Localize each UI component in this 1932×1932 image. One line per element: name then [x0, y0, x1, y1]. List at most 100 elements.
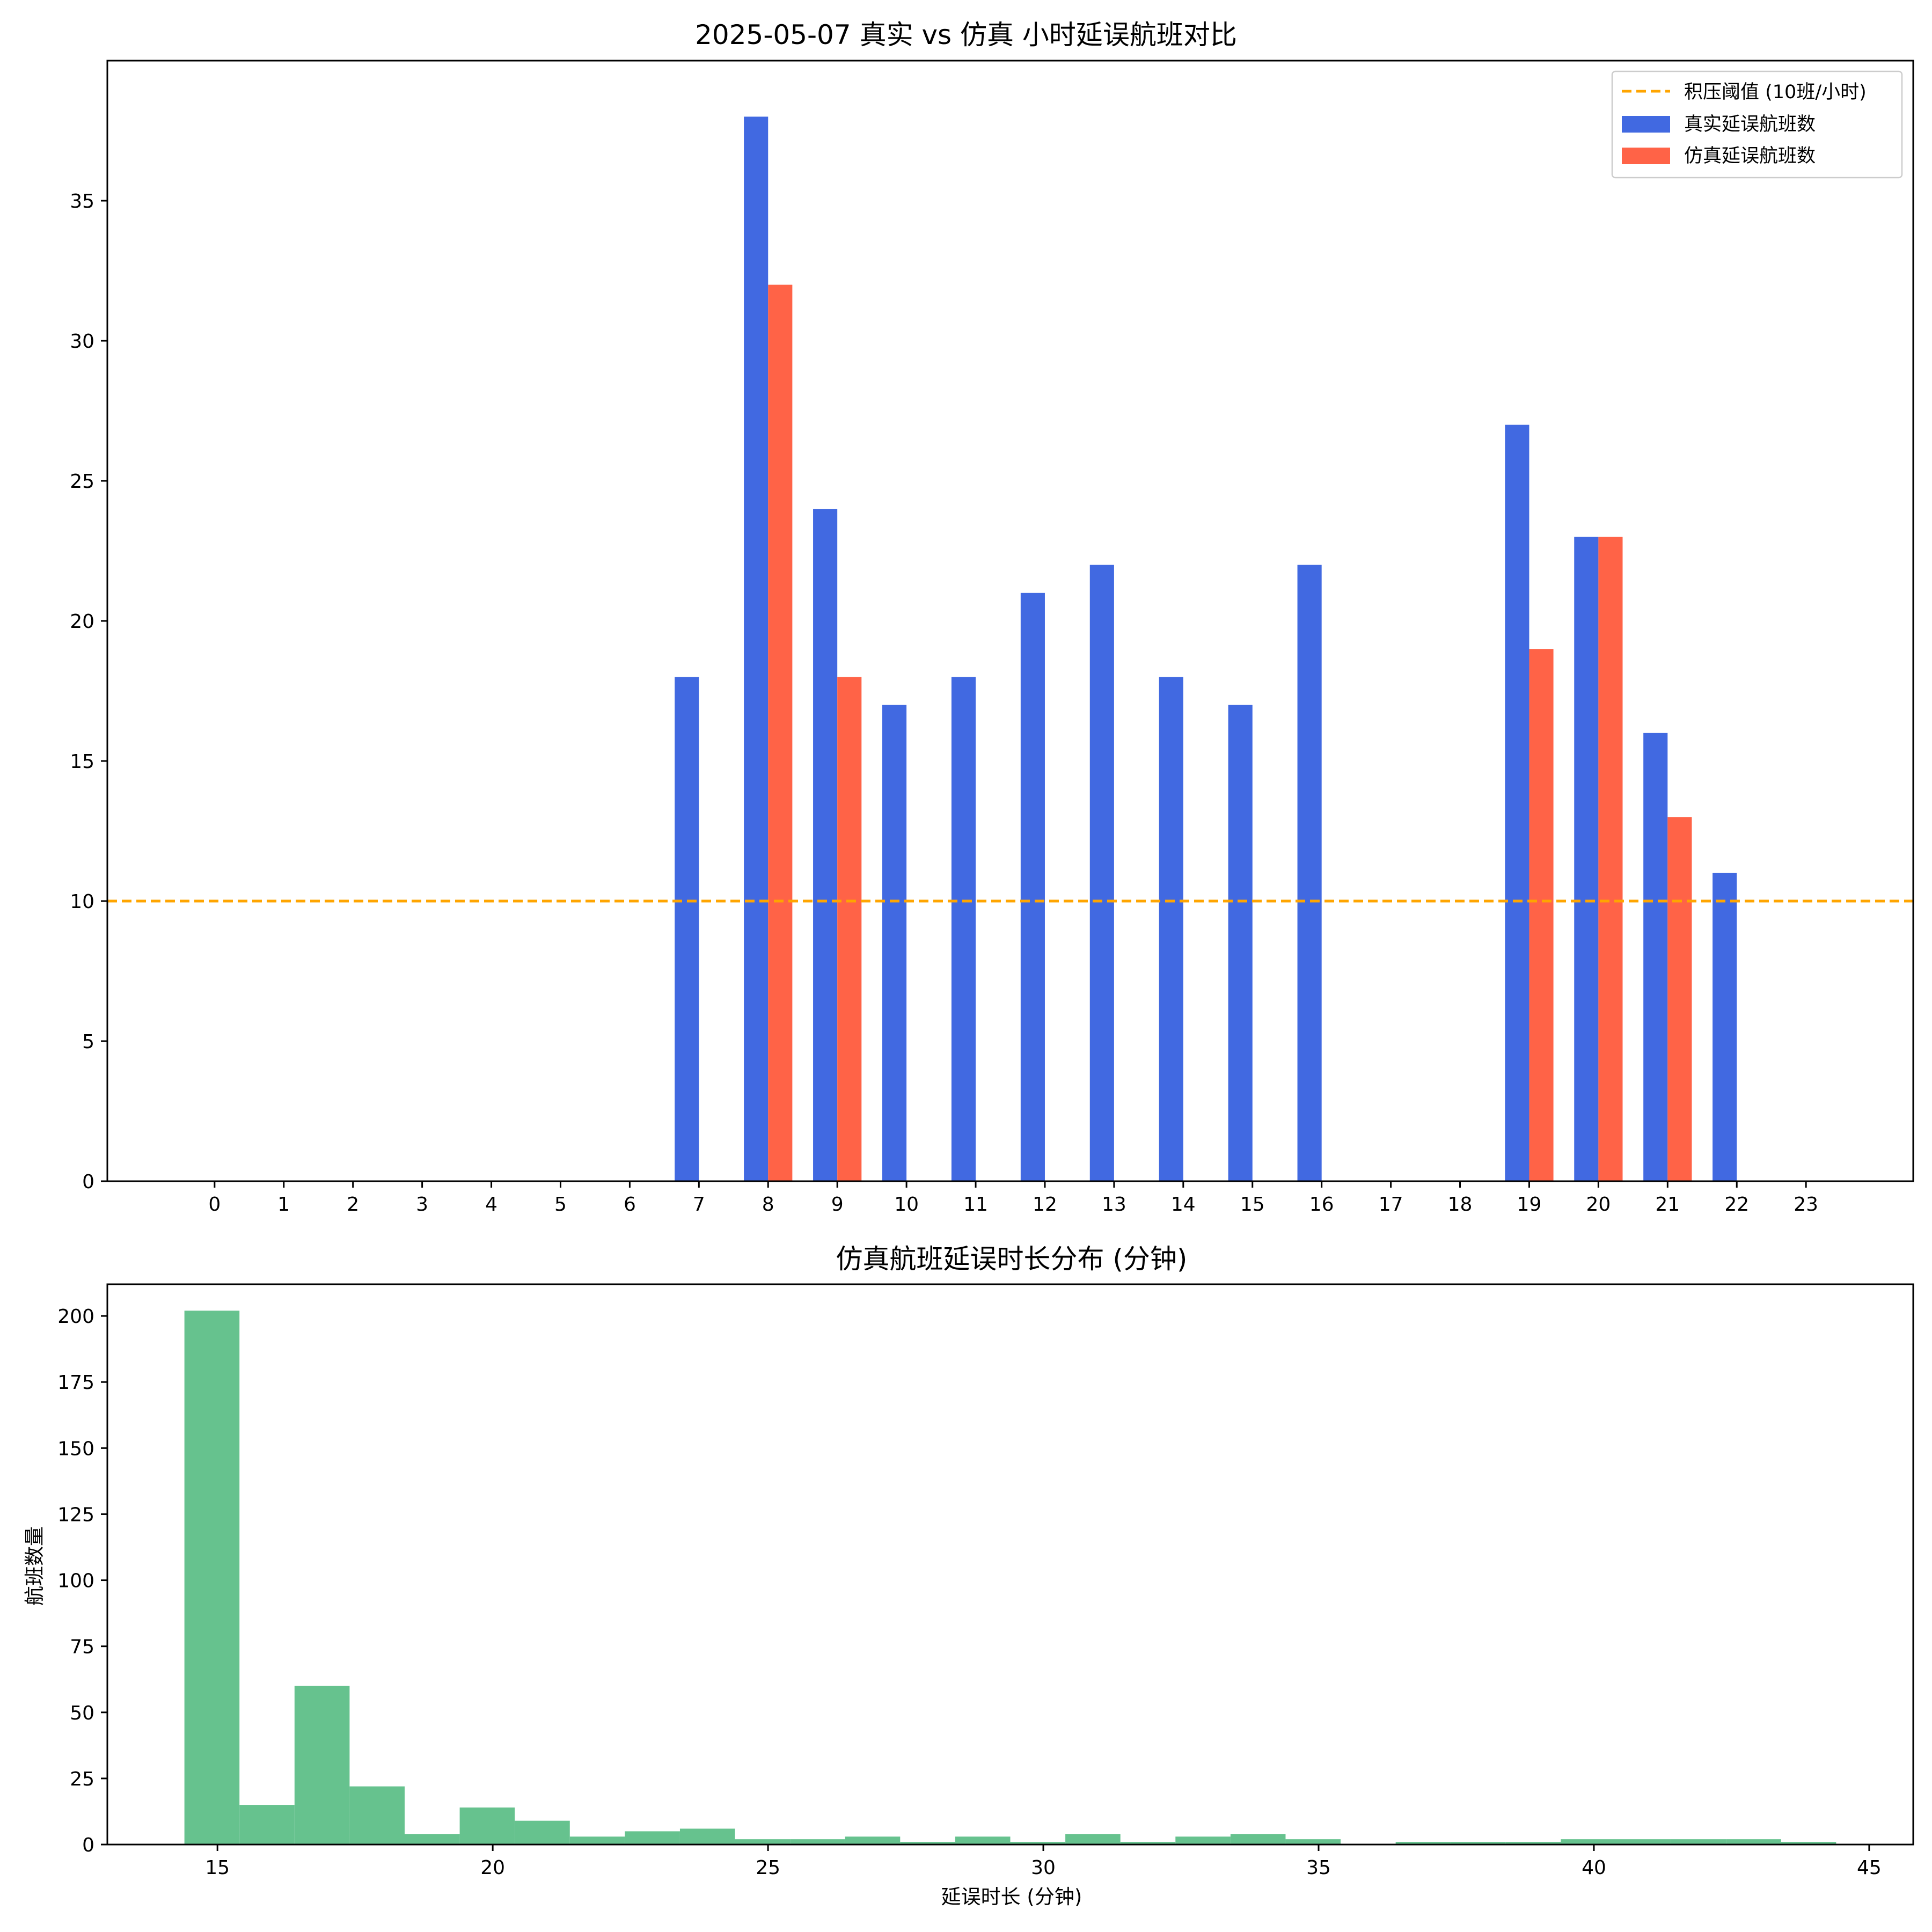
- legend-real-label: 真实延误航班数: [1684, 114, 1816, 135]
- hourly-chart-title: 2025-05-07 真实 vs 仿真 小时延误航班对比: [695, 19, 1237, 50]
- hist-y-tick-label-200: 200: [57, 1306, 94, 1328]
- x-tick-label-8: 8: [762, 1194, 774, 1216]
- x-tick-label-1: 1: [277, 1194, 290, 1216]
- histogram-bin-11: [790, 1839, 845, 1845]
- histogram-bin-6: [515, 1820, 570, 1845]
- x-tick-label-19: 19: [1517, 1194, 1542, 1216]
- real-bar-hour-14: [1159, 677, 1183, 1181]
- real-bar-hour-21: [1643, 733, 1668, 1181]
- x-tick-label-12: 12: [1033, 1194, 1057, 1216]
- histogram-y-axis-label: 航班数量: [23, 1526, 46, 1606]
- hist-x-tick-label-20: 20: [480, 1857, 505, 1879]
- x-tick-label-10: 10: [894, 1194, 919, 1216]
- real-bar-hour-7: [675, 677, 699, 1181]
- histogram-bin-10: [735, 1839, 791, 1845]
- histogram-bin-27: [1671, 1839, 1726, 1845]
- histogram-bin-3: [349, 1786, 405, 1845]
- y-tick-label-5: 5: [82, 1031, 94, 1053]
- x-tick-label-0: 0: [208, 1194, 221, 1216]
- histogram-bin-12: [845, 1836, 901, 1845]
- histogram-bin-15: [1010, 1842, 1066, 1845]
- legend-threshold-label: 积压阈值 (10班/小时): [1684, 82, 1867, 103]
- legend[interactable]: 积压阈值 (10班/小时) 真实延误航班数 仿真延误航班数: [1611, 70, 1903, 179]
- x-tick-label-4: 4: [485, 1194, 497, 1216]
- histogram-bin-17: [1120, 1842, 1176, 1845]
- x-tick-label-3: 3: [416, 1194, 428, 1216]
- x-tick-label-13: 13: [1102, 1194, 1126, 1216]
- hourly-y-axis: 0 5 10 15 20 25 30 35: [70, 191, 107, 1193]
- histogram-bin-23: [1451, 1842, 1506, 1845]
- hist-x-tick-label-45: 45: [1857, 1857, 1882, 1879]
- histogram-bin-13: [900, 1842, 955, 1845]
- hist-x-tick-label-25: 25: [756, 1857, 780, 1879]
- x-tick-label-11: 11: [963, 1194, 988, 1216]
- hourly-plot-frame: [106, 60, 1914, 1182]
- legend-real-swatch: [1622, 116, 1670, 133]
- y-tick-label-30: 30: [70, 331, 94, 353]
- legend-sim-label: 仿真延误航班数: [1684, 145, 1816, 167]
- histogram-bin-9: [679, 1828, 735, 1845]
- sim-bar-hour-8: [768, 284, 793, 1181]
- x-tick-label-7: 7: [693, 1194, 705, 1216]
- histogram-bin-29: [1781, 1842, 1836, 1845]
- histogram-bin-28: [1726, 1839, 1781, 1845]
- histogram-plot-frame: [106, 1283, 1914, 1846]
- histogram-bin-20: [1285, 1839, 1341, 1845]
- real-bar-hour-22: [1713, 873, 1737, 1181]
- histogram-bin-4: [404, 1834, 460, 1845]
- histogram-bin-2: [294, 1686, 350, 1845]
- histogram-bin-14: [955, 1836, 1011, 1845]
- histogram-bin-19: [1230, 1834, 1286, 1845]
- hist-y-tick-label-175: 175: [57, 1372, 94, 1394]
- real-bar-hour-10: [882, 705, 907, 1181]
- x-tick-label-14: 14: [1171, 1194, 1196, 1216]
- histogram-bin-26: [1616, 1839, 1671, 1845]
- hist-x-tick-label-40: 40: [1582, 1857, 1606, 1879]
- real-bar-hour-8: [744, 116, 769, 1181]
- sim-bar-hour-19: [1529, 649, 1554, 1181]
- real-bar-hour-12: [1020, 592, 1045, 1181]
- legend-sim-swatch: [1622, 148, 1670, 164]
- hist-y-tick-label-50: 50: [70, 1702, 94, 1724]
- hourly-x-axis: 0 1 2 3 4 5 6 7 8 9 10 11 12 13 14 15 16 17 18 19 20 21 22 23: [208, 1181, 1818, 1216]
- real-bar-hour-13: [1089, 565, 1114, 1181]
- hist-y-tick-label-125: 125: [57, 1504, 94, 1526]
- delay-histogram-chart: 仿真航班延误时长分布 (分钟) 0 25 50 75 100 125 150 175 200 1…: [23, 1243, 1914, 1908]
- x-tick-label-15: 15: [1240, 1194, 1265, 1216]
- real-bar-hour-11: [951, 677, 976, 1181]
- hist-y-tick-label-25: 25: [70, 1768, 94, 1790]
- x-tick-label-6: 6: [624, 1194, 636, 1216]
- x-tick-label-23: 23: [1794, 1194, 1818, 1216]
- legend-box: [1611, 70, 1903, 179]
- x-tick-label-2: 2: [347, 1194, 359, 1216]
- x-tick-label-17: 17: [1379, 1194, 1403, 1216]
- histogram-bin-16: [1065, 1834, 1121, 1845]
- sim-bar-hour-21: [1667, 817, 1692, 1181]
- histogram-x-axis: 15 20 25 30 35 40 45: [205, 1845, 1882, 1879]
- histogram-bin-7: [569, 1836, 625, 1845]
- real-bar-hour-15: [1228, 705, 1253, 1181]
- histogram-y-axis: 0 25 50 75 100 125 150 175 200: [57, 1306, 107, 1856]
- sim-bar-hour-9: [837, 677, 862, 1181]
- hist-x-tick-label-15: 15: [205, 1857, 230, 1879]
- x-tick-label-21: 21: [1655, 1194, 1680, 1216]
- real-bar-hour-19: [1505, 425, 1529, 1181]
- hourly-bars: [675, 116, 1737, 1182]
- x-tick-label-5: 5: [554, 1194, 567, 1216]
- histogram-bin-18: [1175, 1836, 1231, 1845]
- histogram-bin-5: [459, 1807, 515, 1845]
- x-tick-label-20: 20: [1586, 1194, 1611, 1216]
- x-tick-label-22: 22: [1724, 1194, 1749, 1216]
- hist-y-tick-label-75: 75: [70, 1636, 94, 1658]
- real-bar-hour-20: [1574, 537, 1599, 1181]
- histogram-bin-1: [239, 1805, 295, 1845]
- y-tick-label-10: 10: [70, 891, 94, 913]
- histogram-bin-24: [1505, 1842, 1561, 1845]
- x-tick-label-18: 18: [1448, 1194, 1473, 1216]
- histogram-x-axis-label: 延误时长 (分钟): [941, 1885, 1082, 1908]
- y-tick-label-15: 15: [70, 751, 94, 773]
- real-bar-hour-16: [1297, 565, 1322, 1181]
- hist-y-tick-label-0: 0: [82, 1834, 94, 1856]
- hist-y-tick-label-150: 150: [57, 1438, 94, 1460]
